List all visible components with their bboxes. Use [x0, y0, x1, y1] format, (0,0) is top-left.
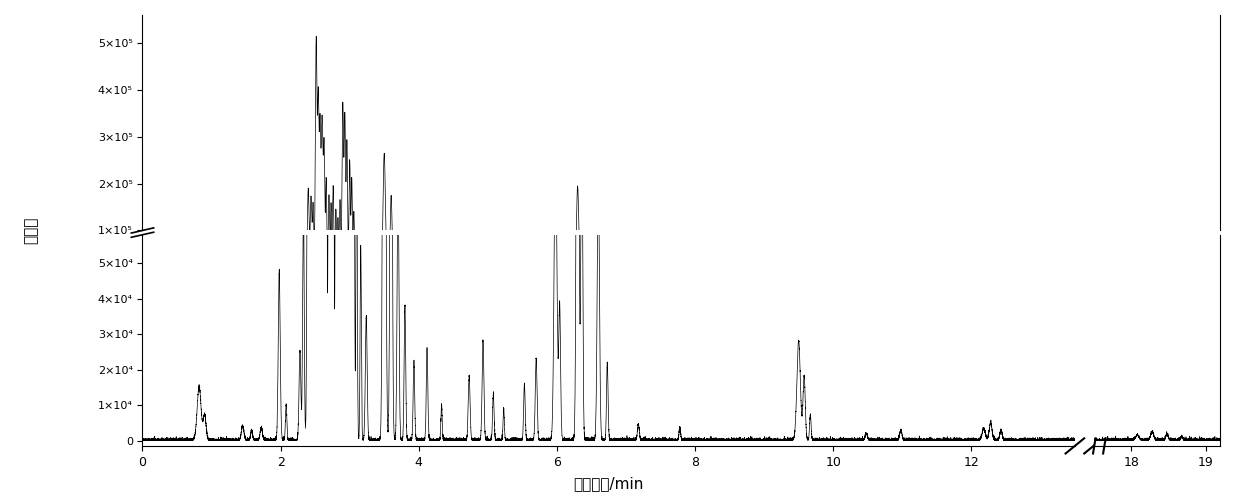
- Text: 响应値: 响应値: [24, 217, 38, 244]
- Text: 保留时间/min: 保留时间/min: [574, 476, 644, 491]
